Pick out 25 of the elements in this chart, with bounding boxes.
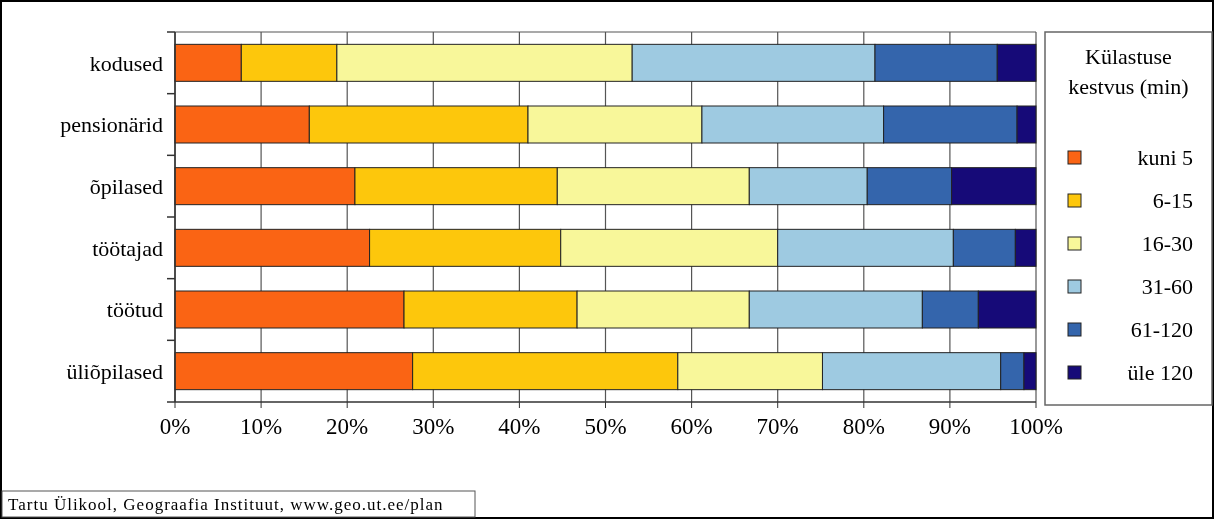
legend-title: Külastuse kestvus (min) (1068, 44, 1189, 99)
x-tick-label: 40% (498, 414, 541, 439)
text: kuni 5 (1137, 144, 1193, 170)
x-tick-label: 70% (756, 414, 799, 439)
y-tick-label: õpilased (89, 173, 163, 199)
x-tick-label: 0% (159, 414, 191, 439)
x-tick-label: 50% (584, 414, 627, 439)
legend-label: üle 120 (1127, 359, 1193, 385)
x-tick-label: 30% (412, 414, 455, 439)
x-tick-label: 80% (842, 414, 885, 439)
x-tick-label: 90% (928, 414, 971, 439)
text: Tartu Ülikool, Geograafia Instituut, www.geo.ut.ee/plan (8, 495, 444, 514)
x-tick-label: 20% (326, 414, 369, 439)
text: 16-30 (1141, 230, 1193, 256)
y-tick-label: kodused (89, 50, 163, 76)
text: 31-60 (1141, 273, 1193, 299)
x-tick-label: 10% (240, 414, 283, 439)
x-tick-label: 60% (670, 414, 713, 439)
legend-label: 61-120 (1130, 316, 1193, 342)
y-tick-label: töötajad (92, 235, 163, 261)
y-tick-label: pensionärid (60, 112, 163, 138)
y-tick-label: üliõpilased (66, 358, 163, 384)
x-tick-label: 100% (1009, 414, 1063, 439)
text: 6-15 (1152, 187, 1193, 213)
y-tick-label: töötud (106, 297, 163, 323)
